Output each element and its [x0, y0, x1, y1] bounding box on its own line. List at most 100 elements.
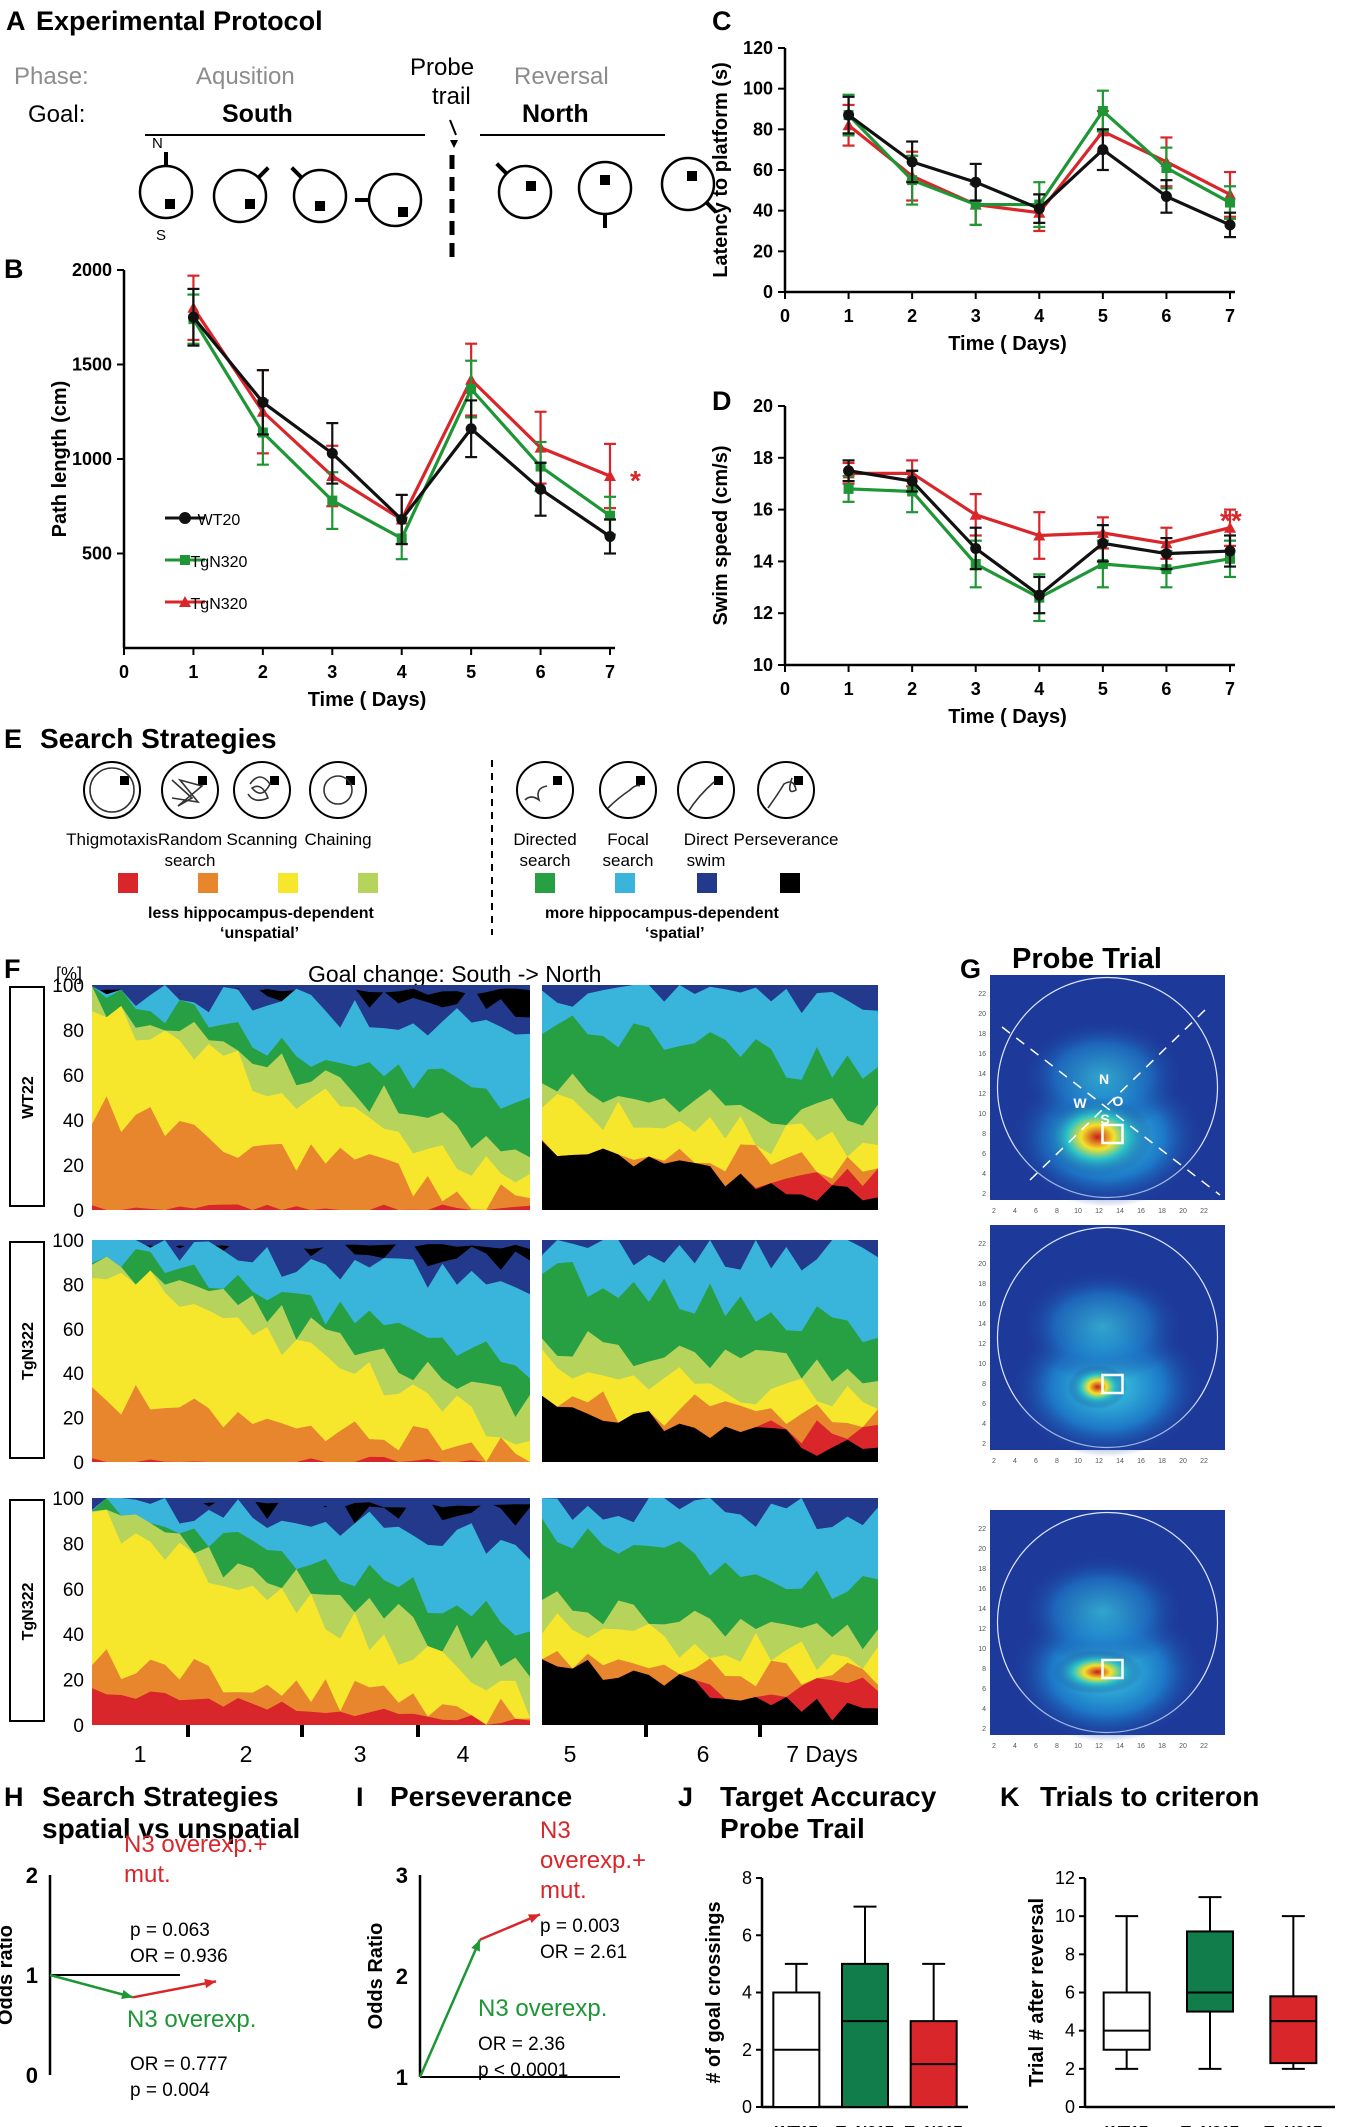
strategy-legend: Thigmotaxis Random search Scanning Chaining D…	[66, 761, 839, 893]
y-tick-label: 18	[978, 1031, 986, 1038]
x-tick-label: 12	[1095, 1458, 1103, 1465]
goal-north: North	[522, 100, 589, 128]
point	[843, 465, 855, 477]
platform	[600, 175, 610, 185]
maze-diagrams	[138, 152, 718, 228]
stats-overexp: OR = 2.36	[478, 2034, 565, 2055]
quadrant-line	[1001, 1026, 1221, 1196]
y-tick-label: 0	[73, 1716, 84, 1737]
strategy-icon-pool	[516, 761, 574, 819]
strategy-icon-path	[89, 767, 135, 813]
stats-mut: p = 0.003	[540, 1916, 620, 1937]
arrow-n3-mut	[132, 1980, 217, 1999]
arrow-n3-mut-head	[528, 1914, 540, 1923]
y-tick-label: 10	[978, 1361, 986, 1368]
point	[604, 470, 616, 482]
day-label: 7 Days	[786, 1741, 858, 1767]
maze-pool	[138, 164, 194, 220]
x-tick-label: 0	[780, 679, 790, 699]
quadrant-label: W	[1073, 1095, 1087, 1111]
x-axis-label: Time ( Days)	[308, 689, 427, 711]
y-tick-label: 2	[742, 2040, 752, 2060]
y-tick-label: 40	[63, 1625, 84, 1646]
chart-odds-perseverance: Perseverance 1 2 3 Odds Ratio N3 overexp.+ mut.…	[365, 1781, 646, 2090]
start-marker	[495, 162, 509, 176]
point	[535, 483, 547, 495]
y-tick-label: 20	[753, 396, 773, 416]
panel-e: E Search Strategies Thigmotaxis Random sea…	[4, 723, 838, 942]
x-tick-label: 2	[907, 679, 917, 699]
middle: TgN317	[836, 2124, 894, 2127]
y-tick-label: 0	[73, 1201, 84, 1222]
y-tick-label: 10	[753, 655, 773, 675]
middle: WT17	[1105, 2124, 1148, 2127]
x-tick-label: 2	[992, 1743, 996, 1750]
heatmap-blob	[1022, 1271, 1183, 1382]
platform	[315, 201, 325, 211]
point	[1161, 162, 1172, 173]
chart-title: Trials to criteron	[1040, 1781, 1259, 1812]
point	[1224, 521, 1236, 533]
point	[1160, 548, 1172, 560]
y-axis-label: Odds Ratio	[365, 1923, 387, 2030]
x-tick-label: 5	[1098, 306, 1108, 326]
strategy-icon-platform	[553, 776, 562, 785]
legend-marker	[179, 596, 191, 607]
trail-label: trail	[432, 83, 471, 110]
y-tick-label: 18	[978, 1281, 986, 1288]
panel-j-letter: J	[678, 1782, 693, 1812]
day-tick	[758, 1725, 762, 1737]
chart-title: Target Accuracy	[720, 1781, 937, 1812]
y-tick-label: 12	[978, 1341, 986, 1348]
strategy-icon-path	[607, 784, 641, 809]
unspatial-note: ‘unspatial’	[220, 925, 299, 942]
x-tick-label: 20	[1179, 1743, 1187, 1750]
start: WT20	[198, 512, 241, 529]
y-tick-label: 1	[396, 2065, 408, 2090]
heatmap-blob	[1022, 1556, 1183, 1667]
middle: TgN322	[20, 1583, 37, 1641]
goal-label: Goal:	[28, 101, 85, 128]
point	[605, 510, 615, 521]
more-hippocampus-note: more hippocampus-dependent	[545, 905, 779, 922]
y-tick-label: 120	[743, 38, 773, 58]
strategy-icon-pool	[83, 761, 141, 819]
goal-south: South	[222, 100, 293, 128]
panel-g: G Probe Trial 22446688101012121414161618…	[960, 943, 1225, 1750]
y-tick-label: 2000	[72, 260, 112, 280]
quadrant-label: N	[1099, 1071, 1109, 1087]
platform	[245, 199, 255, 209]
x-tick-label: 6	[536, 662, 546, 682]
y-tick-label: 4	[742, 1983, 752, 2003]
point	[257, 396, 269, 408]
point	[970, 176, 982, 188]
x-tick-label: 16	[1137, 1458, 1145, 1465]
point	[1097, 144, 1109, 156]
strategy-label: Perseverance	[734, 830, 839, 849]
x-tick-label: 20	[1179, 1458, 1187, 1465]
x-tick-label: 2	[258, 662, 268, 682]
y-tick-label: 60	[63, 1066, 84, 1087]
strategy-swatch	[278, 873, 298, 893]
quadrant-label: O	[1113, 1093, 1124, 1109]
target-box	[1101, 1658, 1124, 1680]
start-marker	[704, 200, 718, 214]
x-tick-label: 14	[1116, 1743, 1124, 1750]
maze-pool	[660, 156, 716, 212]
strategy-icon-platform	[794, 776, 803, 785]
x-tick-label: 1	[188, 662, 198, 682]
phase-label: Phase:	[14, 63, 89, 90]
stats-mut: OR = 0.936	[130, 1946, 228, 1967]
strategy-icon-path	[247, 776, 271, 802]
x-tick-label: 3	[971, 679, 981, 699]
x-tick-label: 22	[1200, 1743, 1208, 1750]
stack-layer	[92, 1456, 530, 1462]
y-tick-label: 10	[1055, 1906, 1075, 1926]
y-tick-label: 0	[1065, 2097, 1075, 2117]
point	[1033, 203, 1045, 215]
strategy-icon-path	[323, 775, 353, 805]
maze-pool	[497, 164, 553, 220]
y-tick-label: 2	[982, 1726, 986, 1733]
